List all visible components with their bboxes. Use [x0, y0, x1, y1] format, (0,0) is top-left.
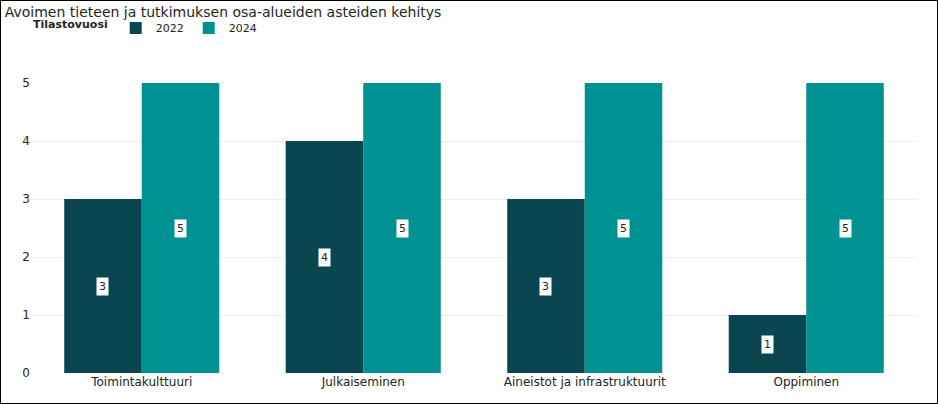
svg-text:3: 3 [542, 280, 549, 293]
svg-text:2022: 2022 [156, 22, 184, 35]
svg-text:3: 3 [99, 280, 106, 293]
svg-text:Tilastovuosi: Tilastovuosi [33, 18, 108, 31]
svg-text:5: 5 [399, 222, 406, 235]
svg-text:4: 4 [321, 251, 328, 264]
svg-text:5: 5 [177, 222, 184, 235]
svg-text:5: 5 [842, 222, 849, 235]
svg-text:Toimintakulttuuri: Toimintakulttuuri [90, 375, 192, 389]
svg-text:1: 1 [22, 308, 30, 322]
svg-text:5: 5 [22, 76, 30, 90]
svg-text:Aineistot ja infrastruktuurit: Aineistot ja infrastruktuurit [504, 375, 666, 389]
svg-text:Julkaiseminen: Julkaiseminen [321, 375, 405, 389]
svg-text:4: 4 [22, 134, 30, 148]
svg-text:1: 1 [764, 338, 771, 351]
svg-text:5: 5 [620, 222, 627, 235]
svg-text:0: 0 [22, 366, 30, 380]
svg-text:Oppiminen: Oppiminen [773, 375, 839, 389]
svg-text:3: 3 [22, 192, 30, 206]
svg-text:Avoimen tieteen ja tutkimuksen: Avoimen tieteen ja tutkimuksen osa-aluei… [5, 4, 442, 20]
svg-text:2: 2 [22, 250, 30, 264]
svg-text:2024: 2024 [229, 22, 257, 35]
